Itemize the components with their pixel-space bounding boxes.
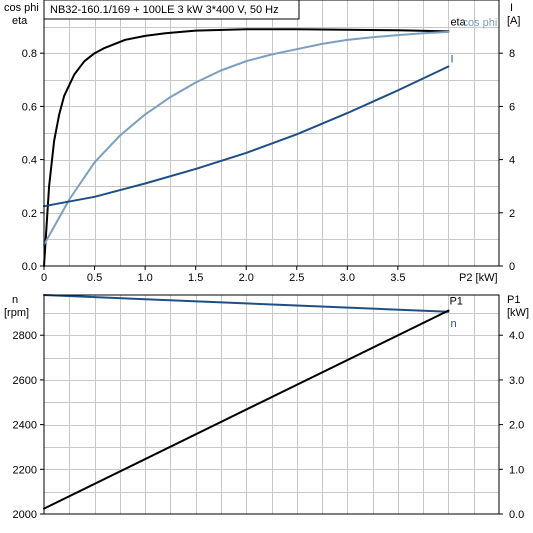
- top-series-i-line: [43, 65, 450, 208]
- bottom-right-tick-label: 1.0: [509, 464, 524, 476]
- bottom-right-tick-label: 3.0: [509, 375, 524, 387]
- bottom-series: n P1: [43, 294, 463, 510]
- top-right-tick-label: 2: [509, 208, 515, 220]
- top-ticks: 0.0 0.2 0.4 0.6 0.8 0 2 4 6 8 0 0.5 1.0 1.5 2.0 2.5 3.0 3…: [22, 48, 515, 284]
- top-left-tick-label: 0.6: [22, 101, 37, 113]
- bottom-left-tick-label: 2200: [13, 464, 37, 476]
- bottom-plot-frame: [43, 294, 500, 515]
- top-series-eta-label: eta: [450, 16, 466, 28]
- x-tick-label: 2.0: [239, 272, 254, 284]
- top-series-cos-phi-label: cos phi: [462, 17, 497, 29]
- bottom-series-n-line: [43, 294, 450, 313]
- bottom-left-tick-label: 2800: [13, 330, 37, 342]
- top-series-i-label: I: [450, 54, 453, 66]
- top-plot-frame: [43, 0, 500, 267]
- x-tick-label: 3.0: [340, 272, 355, 284]
- bottom-right-axis-label-1: P1: [507, 294, 520, 306]
- top-right-tick-label: 8: [509, 48, 515, 60]
- bottom-left-axis-label-1: n: [12, 294, 18, 306]
- x-axis-label: P2 [kW]: [459, 272, 498, 284]
- top-series-cos-phi-line: [43, 30, 450, 246]
- bottom-ticks: 2000 2200 2400 2600 2800 0.0 1.0 2.0 3.0 4.0: [13, 330, 525, 521]
- x-tick-label: 1.0: [137, 272, 152, 284]
- x-tick-label: 1.5: [188, 272, 203, 284]
- top-right-tick-label: 0: [509, 261, 515, 273]
- top-right-tick-label: 6: [509, 101, 515, 113]
- bottom-left-tick-label: 2000: [13, 509, 37, 521]
- bottom-left-axis-label-2: [rpm]: [4, 307, 29, 319]
- bottom-grid: [44, 295, 499, 514]
- top-right-axis-label-1: I: [510, 2, 513, 14]
- x-tick-label: 3.5: [390, 272, 405, 284]
- bottom-series-p1-label: P1: [449, 296, 462, 308]
- bottom-series-p1-line: [43, 309, 450, 510]
- x-tick-label: 2.5: [289, 272, 304, 284]
- top-right-axis-label-2: [A]: [507, 15, 520, 27]
- bottom-panel: nP1 200022002400260028000.01.02.03.04.0 …: [4, 294, 529, 521]
- bottom-right-tick-label: 4.0: [509, 330, 524, 342]
- x-tick-label: 0: [41, 272, 47, 284]
- bottom-left-tick-label: 2400: [13, 420, 37, 432]
- top-left-axis-label-1: cos phi: [4, 2, 39, 14]
- top-grid: [44, 0, 499, 266]
- top-left-tick-label: 0.0: [22, 261, 37, 273]
- top-series-eta-line: [43, 28, 450, 267]
- chart-title-box: [43, 0, 300, 20]
- chart-title: NB32-160.1/169 + 100LE 3 kW 3*400 V, 50 …: [50, 4, 279, 16]
- bottom-left-tick-label: 2600: [13, 375, 37, 387]
- top-right-tick-label: 4: [509, 155, 515, 167]
- top-left-tick-label: 0.2: [22, 208, 37, 220]
- x-tick-label: 0.5: [87, 272, 102, 284]
- bottom-right-axis-label-2: [kW]: [507, 307, 529, 319]
- bottom-right-tick-label: 2.0: [509, 420, 524, 432]
- bottom-right-tick-label: 0.0: [509, 509, 524, 521]
- top-left-axis-label-2: eta: [12, 15, 28, 27]
- bottom-series-n-label: n: [450, 318, 456, 330]
- top-left-tick-label: 0.8: [22, 48, 37, 60]
- top-left-tick-label: 0.4: [22, 155, 37, 167]
